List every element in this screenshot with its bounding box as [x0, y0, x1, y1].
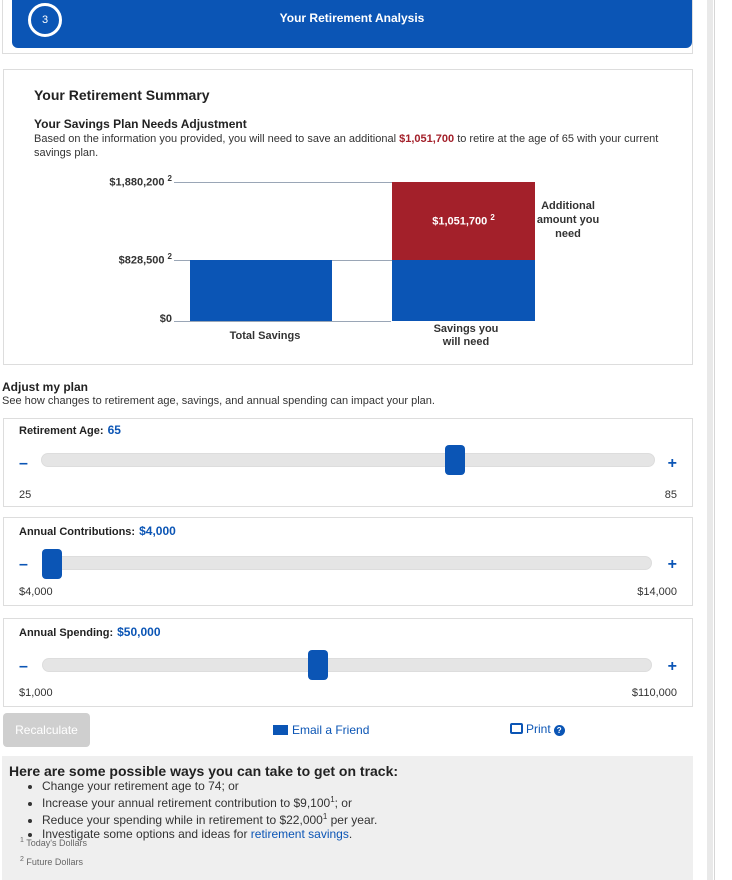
retirement-age-plus-button[interactable]: +	[667, 455, 677, 472]
recalculate-button[interactable]: Recalculate	[3, 713, 90, 747]
annual-contributions-value: $4,000	[139, 524, 176, 538]
tip-item: Reduce your spending while in retirement…	[42, 810, 377, 827]
adjust-plan-subtext: See how changes to retirement age, savin…	[2, 395, 435, 407]
x-label-savings-needed: Savings you will need	[433, 323, 499, 348]
retirement-age-value: 65	[107, 423, 121, 437]
email-a-friend-link[interactable]: Email a Friend	[273, 723, 369, 737]
tip-item: Investigate some options and ideas for r…	[42, 827, 377, 841]
bar-connector-line	[332, 259, 392, 261]
step-title: Your Retirement Analysis	[279, 11, 425, 25]
get-on-track-tips-panel: Here are some possible ways you can take…	[2, 756, 693, 880]
retirement-age-slider-handle[interactable]	[444, 445, 465, 475]
envelope-icon	[273, 725, 288, 735]
print-label: Print	[526, 722, 551, 736]
bar-data-label: $1,051,700 2	[432, 212, 495, 228]
status-text-before: Based on the information you provided, y…	[34, 133, 400, 145]
savings-chart: $1,880,200 2 $828,500 2 $0 $1,051,700 2 …	[4, 70, 694, 366]
header-frame: 3 Your Retirement Analysis	[2, 0, 693, 54]
tips-heading: Here are some possible ways you can take…	[9, 763, 399, 779]
x-label-total-savings: Total Savings	[229, 330, 301, 342]
annual-spending-min: $1,000	[19, 687, 53, 699]
step-header: 3 Your Retirement Analysis	[12, 0, 692, 48]
retirement-age-slider-panel: Retirement Age: 65 – + 25 85	[3, 418, 693, 507]
annual-spending-value: $50,000	[117, 625, 161, 639]
annual-spending-plus-button[interactable]: +	[667, 658, 677, 675]
bar-total-savings	[190, 259, 332, 321]
annual-contributions-slider-track[interactable]	[42, 556, 652, 570]
retirement-savings-link[interactable]: retirement savings	[250, 827, 349, 841]
annual-contributions-slider-panel: Annual Contributions: $4,000 – + $4,000 $…	[3, 517, 693, 606]
adjust-plan-heading: Adjust my plan	[2, 380, 89, 394]
tip-item: Increase your annual retirement contribu…	[42, 793, 377, 810]
annual-contributions-plus-button[interactable]: +	[667, 556, 677, 573]
status-title: Your Savings Plan Needs Adjustment	[34, 117, 247, 131]
retirement-age-max: 85	[664, 489, 677, 501]
annual-contributions-label: Annual Contributions: $4,000	[19, 524, 176, 538]
annual-spending-slider-track[interactable]	[42, 658, 652, 672]
annual-spending-label: Annual Spending: $50,000	[19, 625, 161, 639]
additional-amount-note: Additional amount you need	[536, 200, 600, 240]
annual-spending-slider-panel: Annual Spending: $50,000 – + $1,000 $110,…	[3, 618, 693, 707]
retirement-age-slider-track[interactable]	[41, 453, 655, 467]
annual-contributions-slider-handle[interactable]	[42, 549, 62, 579]
annual-spending-max: $110,000	[631, 687, 677, 699]
footnote-future-dollars: 2 Future Dollars	[20, 856, 83, 867]
y-tick-line-zero	[174, 321, 391, 322]
page-scroll-rail	[707, 0, 713, 880]
summary-heading: Your Retirement Summary	[34, 87, 210, 103]
annual-contributions-min: $4,000	[19, 586, 53, 598]
y-tick-label-mid: $828,500 2	[118, 251, 172, 267]
step-number-badge: 3	[28, 3, 62, 37]
y-tick-label-top: $1,880,200 2	[109, 174, 172, 189]
annual-spending-minus-button[interactable]: –	[19, 658, 28, 675]
print-link[interactable]: Print?	[510, 722, 565, 736]
y-tick-label-zero: $0	[159, 313, 172, 325]
annual-contributions-minus-button[interactable]: –	[19, 556, 28, 573]
y-tick-line-top	[174, 182, 392, 183]
retirement-age-minus-button[interactable]: –	[19, 455, 28, 472]
status-text: Based on the information you provided, y…	[34, 132, 684, 160]
tip-item: Change your retirement age to 74; or	[42, 779, 377, 793]
additional-amount: $1,051,700	[399, 133, 455, 145]
tips-list: Change your retirement age to 74; or Inc…	[42, 779, 377, 841]
help-icon[interactable]: ?	[553, 725, 565, 736]
annual-spending-slider-handle[interactable]	[307, 650, 328, 680]
retirement-summary-panel: Your Retirement Summary Your Savings Pla…	[3, 69, 693, 365]
email-a-friend-label: Email a Friend	[292, 723, 370, 737]
retirement-age-label: Retirement Age: 65	[19, 423, 121, 437]
annual-contributions-max: $14,000	[637, 586, 677, 598]
bar-savings-needed-base	[392, 259, 535, 321]
status-text-after: to retire at the age of 65 with your cur…	[34, 133, 659, 159]
page-scroll-divider	[714, 0, 715, 880]
printer-icon	[510, 723, 523, 734]
retirement-age-min: 25	[19, 489, 32, 501]
footnote-today-dollars: 1 Today's Dollars	[20, 837, 87, 848]
bar-savings-needed-additional	[392, 182, 535, 260]
